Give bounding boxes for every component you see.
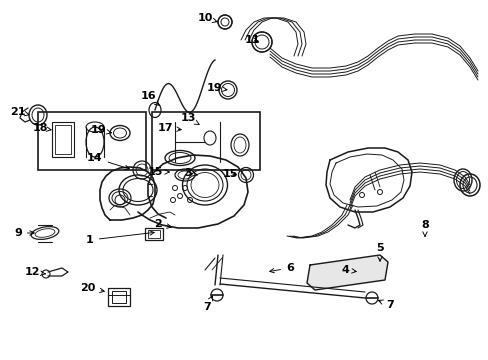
Text: 18: 18 (32, 123, 51, 133)
Polygon shape (306, 255, 387, 290)
Text: 6: 6 (269, 263, 293, 273)
Bar (112, 291, 126, 303)
Text: 15: 15 (222, 169, 237, 179)
Bar (108, 288, 130, 306)
Text: 7: 7 (378, 300, 393, 310)
Text: 14: 14 (87, 153, 129, 170)
Bar (148, 230, 160, 238)
Text: 4: 4 (340, 265, 356, 275)
Text: 19: 19 (90, 125, 111, 135)
Bar (152, 112, 260, 170)
Text: 10: 10 (197, 13, 217, 23)
Bar (55, 125, 71, 154)
Text: 3: 3 (184, 168, 197, 178)
Bar (38, 112, 146, 170)
Text: 12: 12 (24, 267, 45, 277)
Text: 8: 8 (420, 220, 428, 236)
Text: 11: 11 (244, 35, 259, 45)
Bar (145, 228, 163, 240)
Text: 17: 17 (157, 123, 181, 133)
Text: 20: 20 (80, 283, 104, 293)
Text: 15: 15 (147, 167, 169, 177)
Text: 9: 9 (14, 228, 34, 238)
Text: 21: 21 (10, 107, 29, 117)
Text: 5: 5 (375, 243, 383, 261)
Text: 1: 1 (86, 231, 154, 245)
Text: 19: 19 (207, 83, 226, 93)
Text: 7: 7 (203, 296, 212, 312)
Text: 2: 2 (154, 219, 171, 229)
Bar (52, 122, 74, 157)
Text: 13: 13 (180, 113, 199, 125)
Text: 16: 16 (140, 91, 159, 105)
